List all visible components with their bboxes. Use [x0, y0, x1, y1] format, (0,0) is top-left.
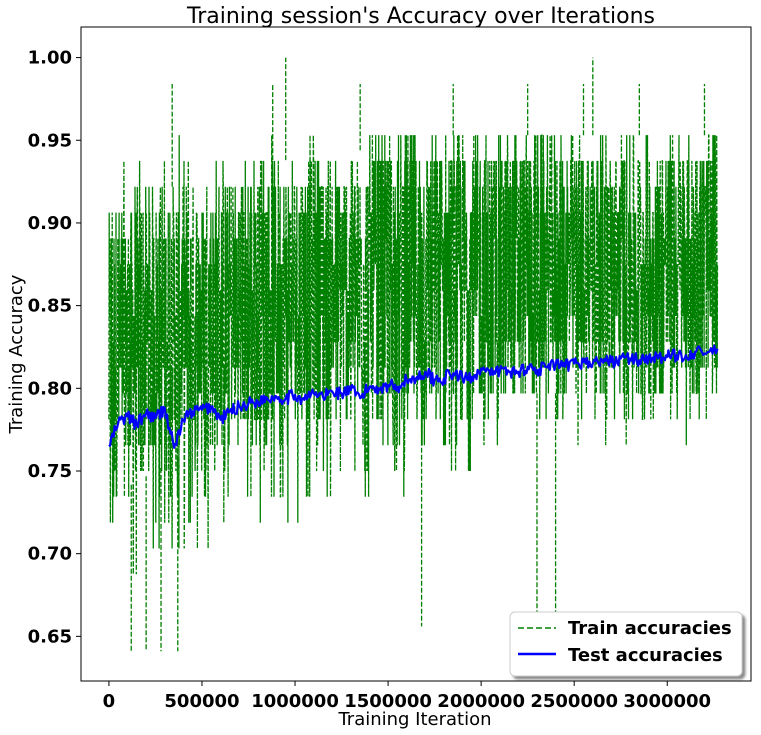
x-tick-label: 2500000 — [530, 691, 618, 712]
test-accuracies-line — [108, 344, 719, 449]
y-axis-label: Training Accuracy — [6, 274, 27, 434]
x-tick-label: 1000000 — [251, 691, 339, 712]
y-tick-label: 0.65 — [28, 626, 72, 647]
y-tick-label: 0.85 — [28, 296, 72, 317]
train-accuracies-series — [108, 57, 719, 652]
y-axis-ticks: 0.65 0.70 0.75 0.80 0.85 0.90 0.95 1.00 — [28, 48, 81, 647]
x-axis-label: Training Iteration — [337, 709, 491, 730]
x-tick-label: 1500000 — [344, 691, 432, 712]
y-tick-label: 0.70 — [28, 544, 72, 565]
test-accuracies-series — [108, 344, 719, 449]
x-tick-label: 500000 — [164, 691, 239, 712]
y-tick-label: 0.75 — [28, 461, 72, 482]
y-tick-label: 0.90 — [28, 213, 72, 234]
legend-test-label: Test accuracies — [568, 645, 723, 666]
y-tick-label: 0.95 — [28, 130, 72, 151]
x-tick-label: 2000000 — [437, 691, 525, 712]
chart-title: Training session's Accuracy over Iterati… — [186, 4, 655, 29]
x-axis-ticks: 0 500000 1000000 1500000 2000000 2500000 30000… — [103, 681, 711, 712]
plot-frame — [80, 26, 752, 682]
train-accuracies-line — [108, 134, 719, 575]
x-tick-label: 3000000 — [623, 691, 711, 712]
x-tick-label: 0 — [103, 691, 116, 712]
legend: Train accuracies Test accuracies — [509, 611, 743, 677]
legend-box — [509, 611, 743, 677]
y-tick-label: 1.00 — [28, 48, 72, 69]
y-tick-label: 0.80 — [28, 378, 72, 399]
legend-train-label: Train accuracies — [568, 618, 732, 639]
